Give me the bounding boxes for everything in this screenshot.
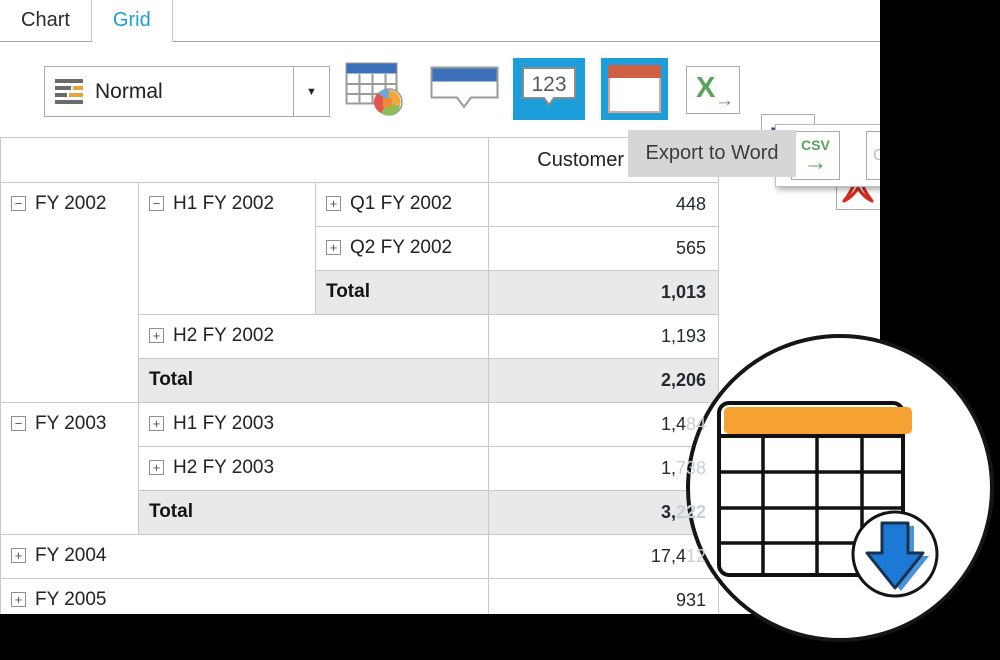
expand-toggle[interactable]: + xyxy=(11,548,26,563)
table-row: Total 1,013 xyxy=(1,270,719,315)
table-row: + H2 FY 2003 1,738 xyxy=(1,446,719,491)
value-cell: 17,412 xyxy=(488,534,719,579)
value-cell: 931 xyxy=(488,578,719,614)
tab-grid[interactable]: Grid xyxy=(91,0,173,42)
csv-label: CSV xyxy=(801,136,830,153)
table-header-bar xyxy=(724,407,912,434)
chevron-down-icon[interactable]: ▼ xyxy=(293,67,329,116)
chart-type-table-icon[interactable] xyxy=(345,62,409,118)
export-csv-button[interactable]: CSV → xyxy=(791,131,840,180)
export-arrow-icon: → xyxy=(715,90,734,111)
window-frame-icon xyxy=(608,65,661,113)
csv-arrow-icon: → xyxy=(803,148,828,176)
total-value-cell: 3,222 xyxy=(488,490,719,535)
total-label-fy2002: Total xyxy=(138,358,489,403)
value-cell: 1,484 xyxy=(488,402,719,447)
export-to-word-tooltip: Export to Word xyxy=(628,130,796,177)
tab-bar: Chart Grid xyxy=(0,0,880,42)
row-label-h2fy2002: + H2 FY 2002 xyxy=(138,314,489,359)
row-label-h1fy2003: + H1 FY 2003 xyxy=(138,402,489,447)
number-callout-button[interactable]: 123 xyxy=(513,58,585,120)
tab-bar-filler xyxy=(172,0,880,42)
table-row: + Q2 FY 2002 565 xyxy=(1,226,719,271)
export-partial-button[interactable]: C xyxy=(866,131,880,180)
grid-corner-cell xyxy=(0,137,489,183)
total-label-h1fy2002: Total xyxy=(315,270,489,315)
table-row: Total 2,206 xyxy=(1,358,719,403)
expand-toggle[interactable]: + xyxy=(149,328,164,343)
table-row: Total 3,222 xyxy=(1,490,719,535)
number-callout-label: 123 xyxy=(531,73,566,96)
table-row: + FY 2005 931 xyxy=(0,578,719,614)
excel-x-icon: X xyxy=(696,72,716,104)
value-cell: 448 xyxy=(488,182,719,227)
table-row: + H2 FY 2002 1,193 xyxy=(1,314,719,359)
pivot-app-window: Chart Grid Normal ▼ 123 xyxy=(0,0,880,614)
collapse-toggle[interactable]: − xyxy=(11,196,26,211)
value-cell: 565 xyxy=(488,226,719,271)
value-cell: 1,193 xyxy=(488,314,719,359)
row-label-q1fy2002: + Q1 FY 2002 xyxy=(315,182,489,227)
expand-toggle[interactable]: + xyxy=(326,196,341,211)
layout-style-icon xyxy=(55,77,83,107)
row-label-fy2004: + FY 2004 xyxy=(0,534,489,579)
row-label-fy2002: − FY 2002 xyxy=(0,182,139,403)
table-row: − FY 2002 − H1 FY 2002 + Q1 FY 2002 448 xyxy=(0,182,719,403)
expand-toggle[interactable]: + xyxy=(149,416,164,431)
tab-chart[interactable]: Chart xyxy=(0,0,92,42)
layout-dropdown[interactable]: Normal ▼ xyxy=(44,66,330,117)
pivot-grid: Customer − FY 2002 − H1 FY 2002 + Q1 FY 200… xyxy=(0,137,719,614)
export-excel-button[interactable]: X → xyxy=(686,66,740,114)
export-table-download-icon xyxy=(717,401,939,598)
row-label-fy2003: − FY 2003 xyxy=(0,402,139,535)
total-value-cell: 2,206 xyxy=(488,358,719,403)
window-frame-button[interactable] xyxy=(601,58,668,120)
collapse-toggle[interactable]: − xyxy=(11,416,26,431)
download-arrow-icon xyxy=(865,521,925,590)
expand-toggle[interactable]: + xyxy=(11,592,26,607)
table-row: − FY 2003 + H1 FY 2003 1,484 xyxy=(0,402,719,535)
layout-dropdown-value: Normal xyxy=(95,79,163,103)
total-value-cell: 1,013 xyxy=(488,270,719,315)
value-cell: 1,738 xyxy=(488,446,719,491)
total-label-fy2003: Total xyxy=(138,490,489,535)
collapse-toggle[interactable]: − xyxy=(149,196,164,211)
pdf-adobe-icon xyxy=(842,170,874,203)
callout-icon[interactable] xyxy=(430,66,500,114)
table-row: + FY 2004 17,412 xyxy=(0,534,719,579)
expand-toggle[interactable]: + xyxy=(149,460,164,475)
row-label-h1fy2002: − H1 FY 2002 xyxy=(138,182,316,315)
row-label-fy2005: + FY 2005 xyxy=(0,578,489,614)
row-label-q2fy2002: + Q2 FY 2002 xyxy=(315,226,489,271)
expand-toggle[interactable]: + xyxy=(326,240,341,255)
partial-glyph: C xyxy=(873,146,880,164)
row-label-h2fy2003: + H2 FY 2003 xyxy=(138,446,489,491)
